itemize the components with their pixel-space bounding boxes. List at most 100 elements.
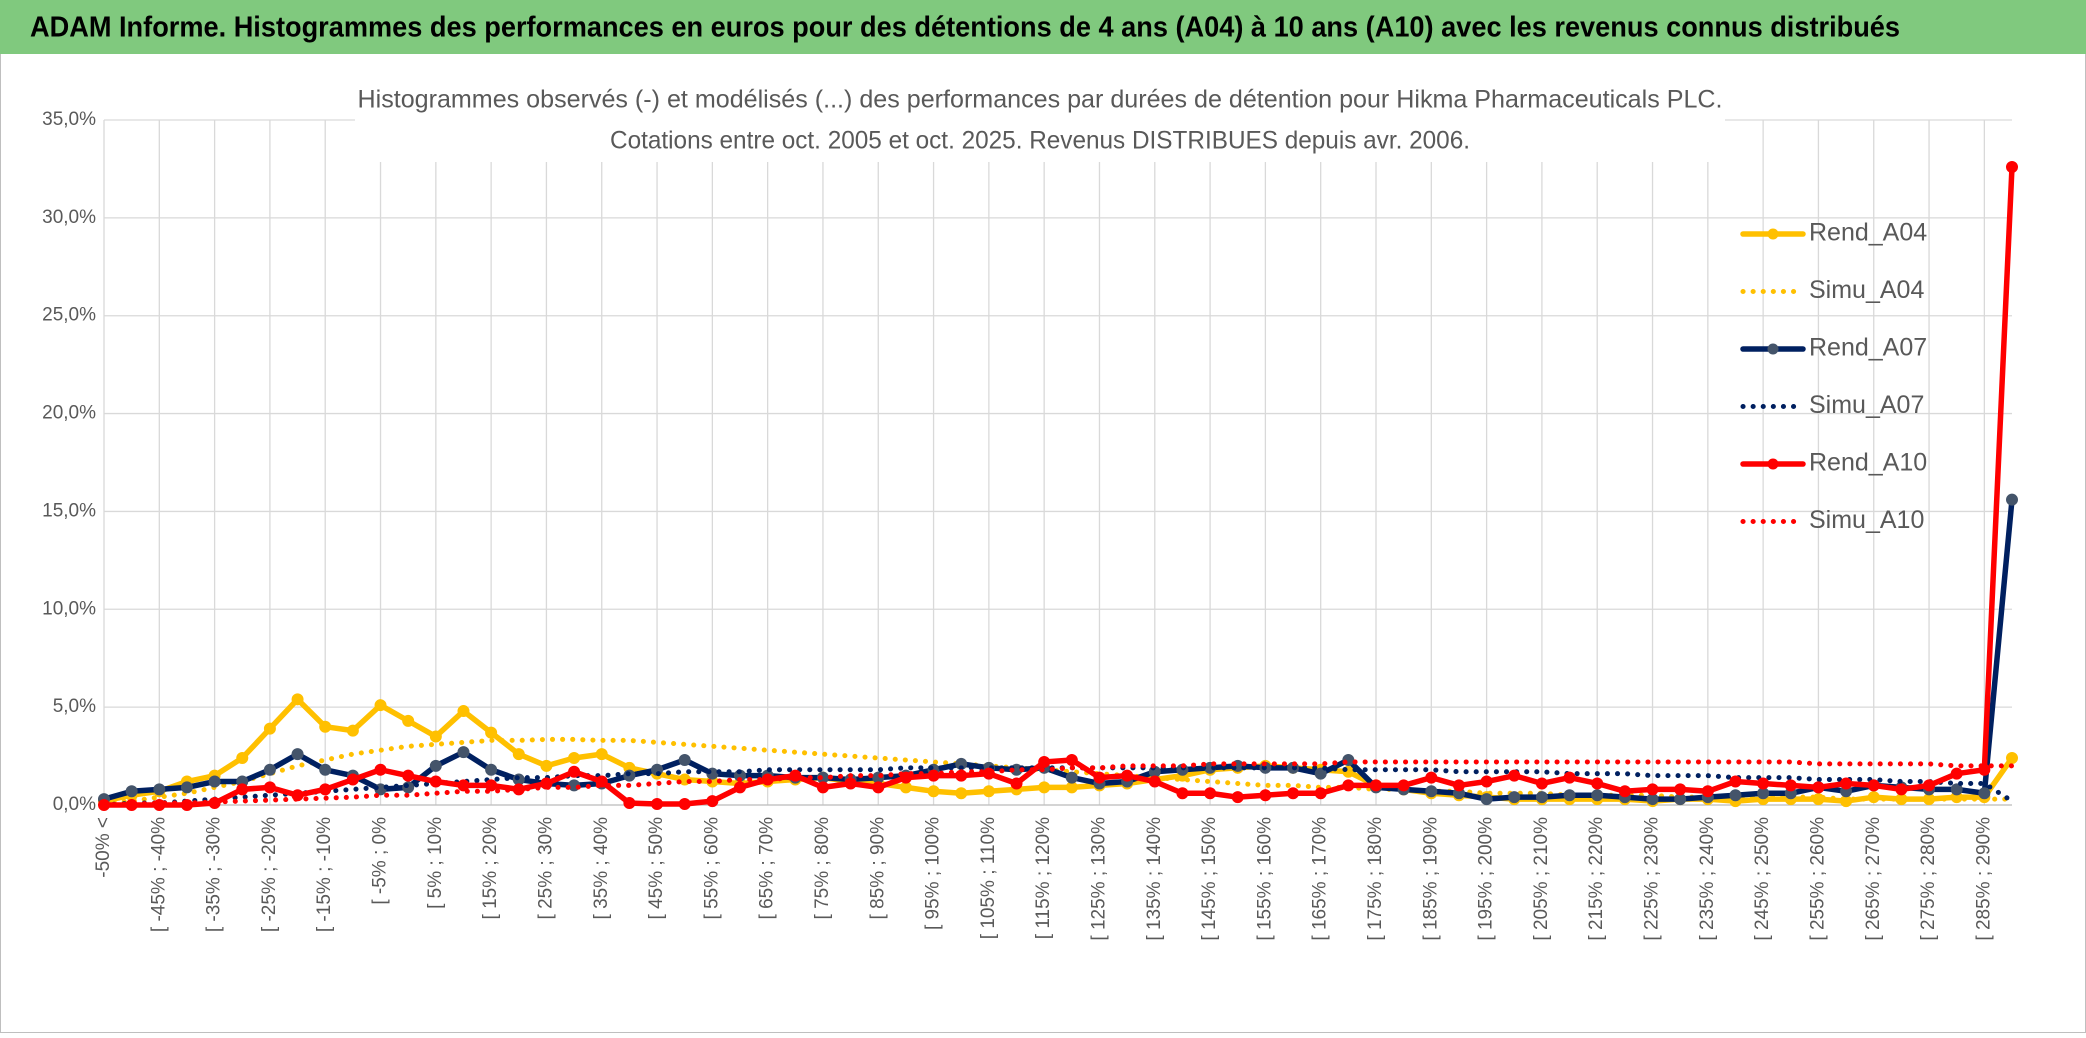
chart-subtitle: Cotations entre oct. 2005 et oct. 2025. … xyxy=(610,127,1470,155)
point xyxy=(457,705,470,718)
x-tick-label: [ -15% ; -10% xyxy=(314,817,335,932)
point xyxy=(1729,775,1742,788)
point xyxy=(2006,493,2018,506)
point xyxy=(872,781,885,794)
point xyxy=(236,783,249,796)
x-tick-label: [ 235% ; 240% xyxy=(1697,817,1718,941)
x-tick-label: [ 155% ; 160% xyxy=(1254,817,1275,941)
point xyxy=(1480,775,1493,788)
y-tick-label: 30,0% xyxy=(42,207,96,228)
point xyxy=(844,777,857,790)
x-tick-label: [ 125% ; 130% xyxy=(1088,817,1109,941)
point xyxy=(180,781,193,794)
x-tick-label: [ -5% ; 0% xyxy=(370,817,391,905)
point xyxy=(374,699,387,712)
point xyxy=(1784,779,1797,792)
point xyxy=(374,763,387,776)
point xyxy=(1535,777,1548,790)
point xyxy=(1121,769,1134,782)
point xyxy=(1204,787,1217,800)
y-tick-label: 25,0% xyxy=(42,305,96,326)
point xyxy=(734,781,746,794)
point xyxy=(982,785,995,798)
legend-marker xyxy=(1767,228,1779,240)
x-tick-label: [ 25% ; 30% xyxy=(535,817,556,920)
x-tick-label: [ 145% ; 150% xyxy=(1199,817,1220,941)
point xyxy=(1508,791,1521,804)
x-tick-label: [ 85% ; 90% xyxy=(867,817,888,920)
point xyxy=(568,765,581,778)
point xyxy=(429,730,442,743)
legend-label: Simu_A04 xyxy=(1809,276,1924,304)
point xyxy=(485,763,498,776)
point xyxy=(1093,771,1106,784)
x-tick-label: [ 215% ; 220% xyxy=(1586,817,1607,941)
x-tick-label: [ 65% ; 70% xyxy=(757,817,778,920)
point xyxy=(1176,787,1189,800)
point xyxy=(1674,783,1687,796)
x-tick-label: [ 15% ; 20% xyxy=(480,817,501,920)
point xyxy=(1010,777,1023,790)
y-tick-label: 35,0% xyxy=(42,109,96,130)
point xyxy=(291,693,304,706)
x-tick-label: [ 175% ; 180% xyxy=(1365,817,1386,941)
x-tick-label: [ 135% ; 140% xyxy=(1144,817,1165,941)
x-tick-label: [ 275% ; 280% xyxy=(1918,817,1939,941)
x-tick-label: [ 35% ; 40% xyxy=(591,817,612,920)
point xyxy=(1840,777,1853,790)
x-tick-label: [ -35% ; -30% xyxy=(204,817,225,932)
point xyxy=(1397,779,1410,792)
point xyxy=(1259,789,1272,802)
point xyxy=(263,763,276,776)
point xyxy=(1480,793,1493,806)
point xyxy=(319,720,332,733)
x-tick-label: [ 255% ; 260% xyxy=(1807,817,1828,941)
point xyxy=(1950,767,1963,780)
x-tick-label: [ -45% ; -40% xyxy=(148,817,169,932)
point xyxy=(457,779,470,792)
point xyxy=(1065,753,1078,766)
x-tick-label: [ -25% ; -20% xyxy=(259,817,280,932)
point xyxy=(1591,789,1604,802)
point xyxy=(678,798,691,811)
point xyxy=(1701,785,1714,798)
point xyxy=(291,748,304,761)
point xyxy=(540,759,553,772)
point xyxy=(402,714,415,727)
point xyxy=(153,783,166,796)
point xyxy=(2006,752,2018,765)
legend-label: Rend_A10 xyxy=(1809,449,1927,477)
title-background xyxy=(355,82,1725,162)
point xyxy=(1757,777,1770,790)
legend-label: Simu_A10 xyxy=(1809,506,1924,534)
point xyxy=(1065,771,1078,784)
point xyxy=(955,787,968,800)
point xyxy=(1370,779,1382,792)
x-tick-label: [ 105% ; 110% xyxy=(978,817,999,939)
legend-label: Rend_A04 xyxy=(1809,219,1927,247)
legend-marker xyxy=(1767,343,1779,355)
point xyxy=(1425,785,1438,798)
point xyxy=(319,783,332,796)
y-tick-label: 20,0% xyxy=(42,403,96,424)
point xyxy=(1978,787,1991,800)
point xyxy=(1563,771,1576,784)
point xyxy=(429,775,442,788)
point xyxy=(485,726,498,739)
x-tick-label: [ 5% ; 10% xyxy=(425,817,446,909)
point xyxy=(1038,755,1051,768)
x-tick-label: [ 115% ; 120% xyxy=(1033,817,1054,939)
point xyxy=(1535,791,1548,804)
point xyxy=(346,724,359,737)
point xyxy=(429,759,442,772)
point xyxy=(1231,791,1244,804)
x-tick-label: [ 285% ; 290% xyxy=(1973,817,1994,941)
point xyxy=(319,763,332,776)
point xyxy=(816,781,829,794)
y-tick-label: 15,0% xyxy=(42,500,96,521)
point xyxy=(1618,785,1631,798)
x-tick-label: [ 185% ; 190% xyxy=(1420,817,1441,941)
y-tick-label: 10,0% xyxy=(42,598,96,619)
